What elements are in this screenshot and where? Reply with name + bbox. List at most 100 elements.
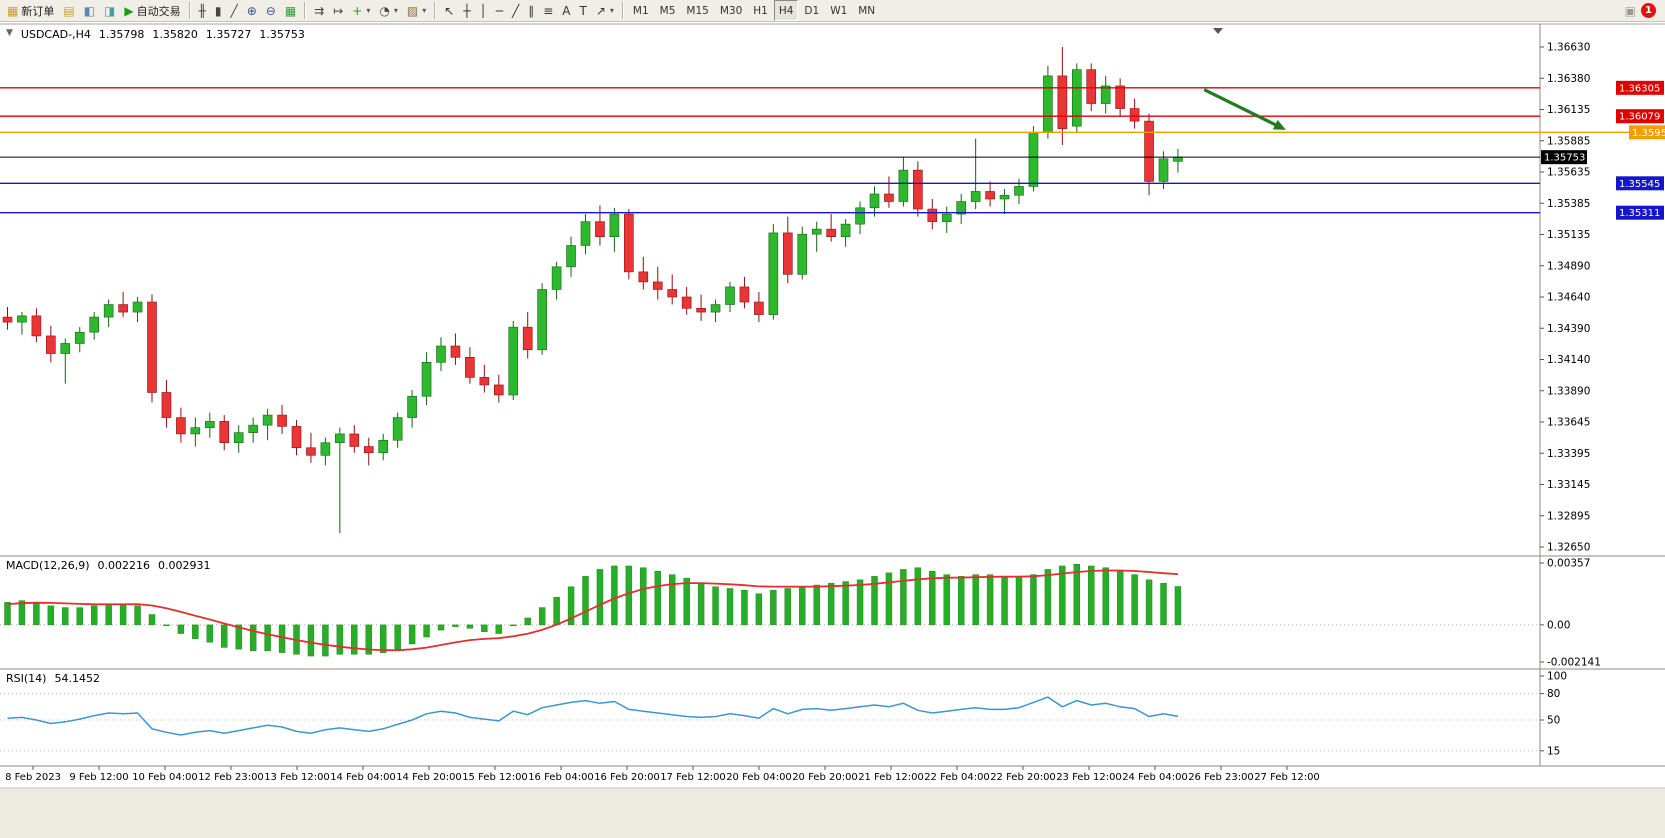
time-axis-label: 21 Feb 12:00 (858, 772, 924, 783)
news-button[interactable]: ▣ (1621, 0, 1640, 21)
chart-canvas[interactable]: 1.36630 1.36380 1.36135 1.35885 1.35635 1.353… (0, 22, 1665, 838)
rsi-axis-label: 100 (1547, 671, 1567, 683)
time-axis-label: 16 Feb 04:00 (528, 772, 594, 783)
periods-button[interactable]: ◔ ▾ (375, 0, 402, 21)
chart-title: ▼ USDCAD-,H4 1.35798 1.35820 1.35727 1.3… (6, 28, 305, 41)
crosshair-button[interactable]: ┼ (459, 0, 474, 21)
time-axis-label: 16 Feb 20:00 (594, 772, 660, 783)
timeframe-button-h1[interactable]: H1 (753, 4, 768, 17)
notification-badge[interactable]: 1 (1641, 3, 1656, 18)
templates-button[interactable]: ▨ ▾ (403, 0, 430, 21)
macd-signal-value: 0.002931 (158, 559, 211, 572)
macd-histogram (4, 564, 1182, 657)
crosshair-icon: ┼ (463, 3, 471, 18)
chart-shift-icon: ↦ (333, 3, 344, 18)
auto-scroll-button[interactable]: ⇉ (310, 0, 328, 21)
trendline-button[interactable]: ╱ (508, 0, 523, 21)
bar-chart-button[interactable]: ╫ (195, 0, 210, 21)
candlestick-chart-button[interactable]: ▮ (211, 0, 226, 21)
time-axis-label: 8 Feb 2023 (5, 772, 61, 783)
chart-shift-button[interactable]: ↦ (329, 0, 347, 21)
time-axis-label: 9 Feb 12:00 (69, 772, 128, 783)
price-tag-label: 1.35753 (1544, 153, 1585, 164)
templates-icon: ▨ (406, 3, 419, 18)
chart-symbol-timeframe: USDCAD-,H4 (20, 28, 91, 41)
time-axis-label: 12 Feb 23:00 (198, 772, 264, 783)
zoom-in-icon: ⊕ (246, 3, 257, 18)
price-axis-label: 1.33395 (1547, 448, 1590, 460)
timeframe-button-m5[interactable]: M5 (659, 4, 676, 17)
time-axis-label: 27 Feb 12:00 (1254, 772, 1320, 783)
rsi-axis-label: 15 (1547, 745, 1560, 757)
timeframe-button-w1[interactable]: W1 (830, 4, 848, 17)
fibonacci-button[interactable]: ≡ (539, 0, 557, 21)
candlestick-chart-icon: ▮ (214, 3, 222, 18)
chart-shift-marker[interactable] (1213, 28, 1223, 34)
label-icon: T (579, 3, 587, 18)
price-axis-label: 1.34140 (1547, 354, 1590, 366)
macd-label: MACD(12,26,9) 0.002216 0.002931 (6, 559, 211, 572)
rsi-line (7, 696, 1179, 736)
toolbar-separator (621, 2, 624, 19)
price-axis-label: 1.36630 (1547, 42, 1590, 54)
shapes-icon: ↗ (595, 3, 606, 18)
price-axis-label: 1.36380 (1547, 73, 1590, 85)
price-tag-label: 1.35545 (1619, 179, 1660, 190)
timeframe-button-m30[interactable]: M30 (719, 4, 743, 17)
text-button[interactable]: A (558, 0, 574, 21)
zoom-in-button[interactable]: ⊕ (243, 0, 261, 21)
timeframe-button-mn[interactable]: MN (858, 4, 876, 17)
label-button[interactable]: T (576, 0, 591, 21)
terminal-icon: ◨ (104, 3, 116, 18)
timeframe-button-d1[interactable]: D1 (804, 4, 820, 17)
one-click-collapse-icon[interactable]: ▼ (6, 28, 13, 38)
vertical-line-button[interactable]: │ (476, 0, 491, 21)
autotrading-icon: ▶ (124, 3, 134, 18)
zoom-out-button[interactable]: ⊖ (262, 0, 280, 21)
horizontal-line-button[interactable]: ─ (492, 0, 507, 21)
time-axis-label: 17 Feb 12:00 (660, 772, 726, 783)
time-axis-label: 22 Feb 04:00 (924, 772, 990, 783)
ohlc-low: 1.35727 (205, 28, 252, 41)
rsi-axis-label: 50 (1547, 715, 1560, 727)
fibonacci-icon: ≡ (543, 3, 554, 18)
price-tag (1616, 80, 1664, 95)
new-order-icon: ▦ (7, 3, 19, 18)
channel-button[interactable]: ∥ (524, 0, 538, 21)
terminal-button[interactable]: ◨ (100, 0, 119, 21)
price-tag (1541, 150, 1587, 165)
shapes-button[interactable]: ↗ ▾ (592, 0, 618, 21)
tile-windows-icon: ▦ (284, 3, 297, 18)
toolbar-separator (188, 2, 191, 19)
toolbar-separator (434, 2, 437, 19)
time-axis-label: 15 Feb 12:00 (462, 772, 528, 783)
bar-chart-icon: ╫ (198, 3, 206, 18)
price-axis-label: 1.34390 (1547, 323, 1590, 335)
indicators-button[interactable]: + ▾ (348, 0, 374, 21)
ohlc-close: 1.35753 (259, 28, 305, 41)
trend-arrow-annotation[interactable] (1203, 88, 1286, 130)
timeframe-button-m1[interactable]: M1 (632, 4, 649, 17)
text-icon: A (562, 3, 571, 18)
timeframe-button-h4[interactable]: H4 (773, 0, 799, 21)
bottom-strip (0, 788, 1665, 838)
time-axis-label: 22 Feb 20:00 (990, 772, 1056, 783)
price-tag (1629, 125, 1665, 140)
price-axis-label: 1.34640 (1547, 292, 1590, 304)
market-watch-button[interactable]: ▤ (59, 0, 78, 21)
time-axis-label: 20 Feb 20:00 (792, 772, 858, 783)
new-order-button[interactable]: ▦ 新订单 (3, 0, 58, 21)
timeframe-button-m15[interactable]: M15 (686, 4, 709, 17)
tile-windows-button[interactable]: ▦ (281, 0, 300, 21)
price-tag (1616, 176, 1664, 191)
time-axis-label: 14 Feb 20:00 (396, 772, 462, 783)
dropdown-arrow-icon: ▾ (422, 6, 427, 15)
zoom-out-icon: ⊖ (265, 3, 276, 18)
navigator-button[interactable]: ◧ (80, 0, 99, 21)
line-chart-button[interactable]: ╱ (226, 0, 241, 21)
price-axis-label: 1.33145 (1547, 479, 1590, 491)
autotrading-button[interactable]: ▶ 自动交易 (120, 0, 184, 21)
macd-axis-label: -0.002141 (1547, 657, 1601, 669)
cursor-button[interactable]: ↖ (440, 0, 458, 21)
